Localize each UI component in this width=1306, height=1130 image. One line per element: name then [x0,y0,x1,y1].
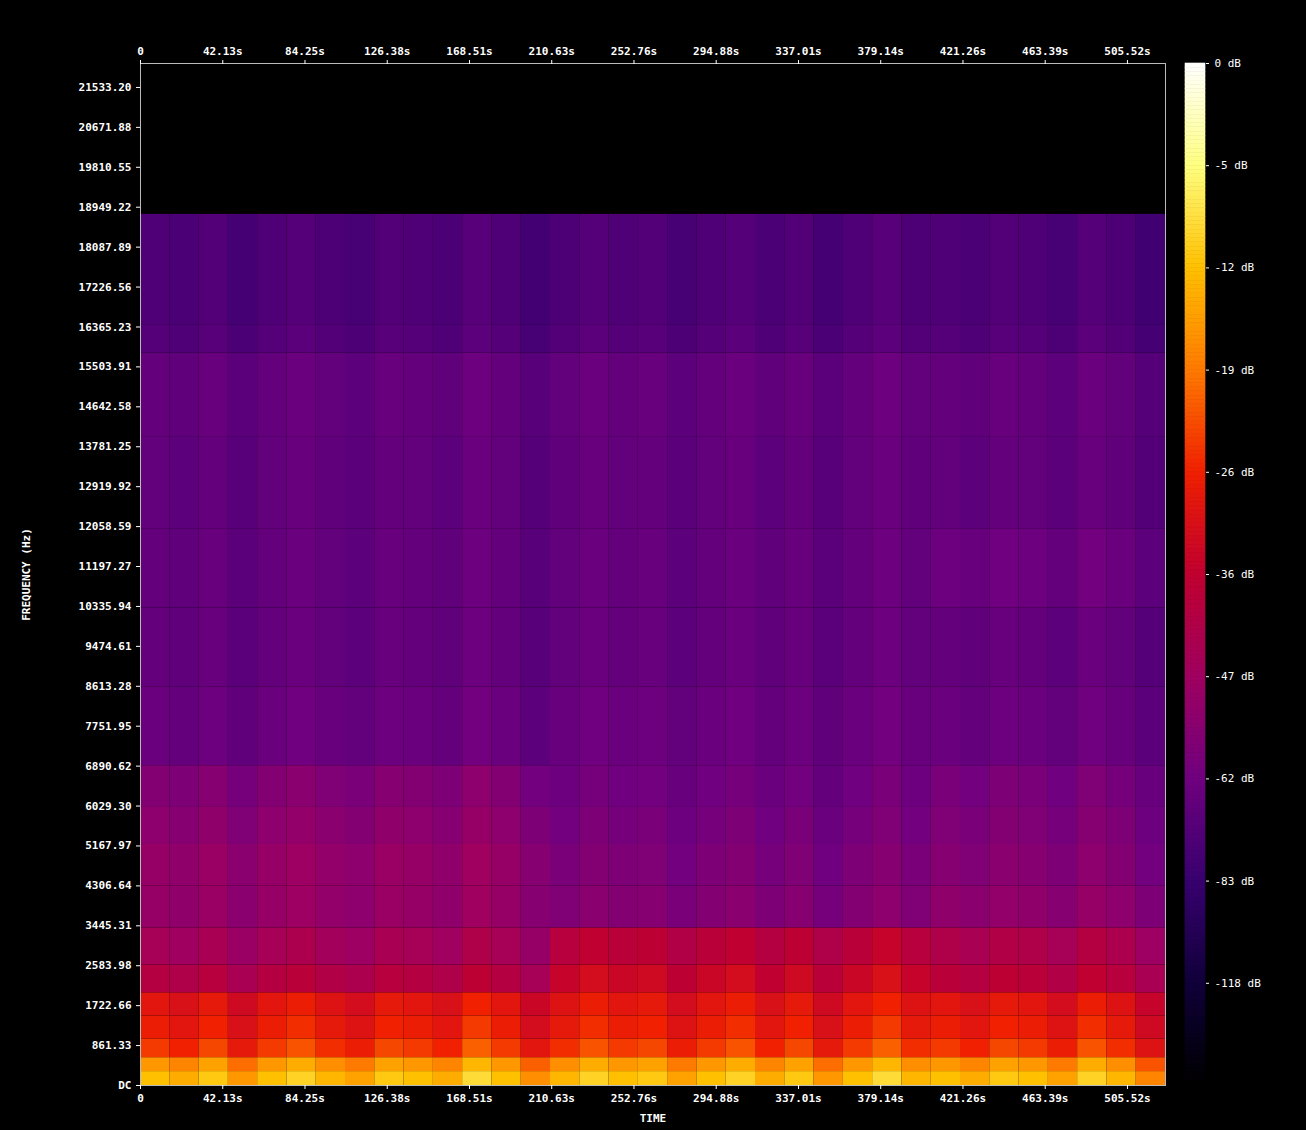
svg-text:210.63s: 210.63s [529,1092,575,1105]
svg-text:3445.31: 3445.31 [85,919,132,932]
svg-text:252.76s: 252.76s [611,45,657,58]
svg-text:0: 0 [137,45,144,58]
svg-text:-36 dB: -36 dB [1215,568,1255,581]
svg-text:-83 dB: -83 dB [1215,875,1255,888]
svg-text:14642.58: 14642.58 [79,400,132,413]
svg-text:6890.62: 6890.62 [85,760,131,773]
svg-text:10335.94: 10335.94 [79,600,132,613]
svg-text:21533.20: 21533.20 [79,81,132,94]
svg-text:18949.22: 18949.22 [79,201,132,214]
svg-text:DC: DC [118,1079,131,1092]
svg-text:8613.28: 8613.28 [85,680,131,693]
svg-text:16365.23: 16365.23 [79,321,132,334]
svg-text:463.39s: 463.39s [1022,1092,1068,1105]
svg-text:168.51s: 168.51s [446,45,492,58]
svg-text:-26 dB: -26 dB [1215,466,1255,479]
svg-text:379.14s: 379.14s [858,45,904,58]
svg-text:-47 dB: -47 dB [1215,670,1255,683]
svg-text:168.51s: 168.51s [446,1092,492,1105]
svg-text:FREQUENCY (Hz): FREQUENCY (Hz) [20,528,33,621]
svg-text:421.26s: 421.26s [940,45,986,58]
svg-text:-118 dB: -118 dB [1215,977,1262,990]
svg-text:2583.98: 2583.98 [85,959,131,972]
svg-text:7751.95: 7751.95 [85,720,131,733]
svg-text:463.39s: 463.39s [1022,45,1068,58]
svg-text:252.76s: 252.76s [611,1092,657,1105]
svg-text:861.33: 861.33 [92,1039,132,1052]
svg-text:-19 dB: -19 dB [1215,364,1255,377]
svg-text:337.01s: 337.01s [775,45,821,58]
svg-text:-5 dB: -5 dB [1215,159,1248,172]
svg-text:126.38s: 126.38s [364,1092,410,1105]
svg-text:42.13s: 42.13s [203,45,243,58]
svg-text:5167.97: 5167.97 [85,839,131,852]
svg-text:505.52s: 505.52s [1104,45,1150,58]
svg-text:1722.66: 1722.66 [85,999,132,1012]
svg-text:-12 dB: -12 dB [1215,261,1255,274]
svg-text:17226.56: 17226.56 [79,281,132,294]
svg-text:84.25s: 84.25s [285,45,325,58]
svg-text:379.14s: 379.14s [858,1092,904,1105]
svg-text:84.25s: 84.25s [285,1092,325,1105]
svg-text:12919.92: 12919.92 [79,480,132,493]
svg-text:0: 0 [137,1092,144,1105]
svg-text:0 dB: 0 dB [1215,57,1242,70]
svg-text:421.26s: 421.26s [940,1092,986,1105]
svg-text:4306.64: 4306.64 [85,879,132,892]
svg-text:TIME: TIME [640,1112,667,1125]
svg-text:505.52s: 505.52s [1104,1092,1150,1105]
svg-text:15503.91: 15503.91 [79,360,132,373]
svg-text:11197.27: 11197.27 [79,560,132,573]
svg-text:18087.89: 18087.89 [79,241,132,254]
svg-text:42.13s: 42.13s [203,1092,243,1105]
svg-text:126.38s: 126.38s [364,45,410,58]
svg-text:9474.61: 9474.61 [85,640,132,653]
svg-text:13781.25: 13781.25 [79,440,132,453]
svg-text:294.88s: 294.88s [693,45,739,58]
svg-text:20671.88: 20671.88 [79,121,132,134]
svg-text:210.63s: 210.63s [529,45,575,58]
svg-text:12058.59: 12058.59 [79,520,132,533]
svg-text:19810.55: 19810.55 [79,161,132,174]
svg-text:-62 dB: -62 dB [1215,772,1255,785]
svg-text:337.01s: 337.01s [775,1092,821,1105]
svg-text:6029.30: 6029.30 [85,800,131,813]
svg-text:294.88s: 294.88s [693,1092,739,1105]
